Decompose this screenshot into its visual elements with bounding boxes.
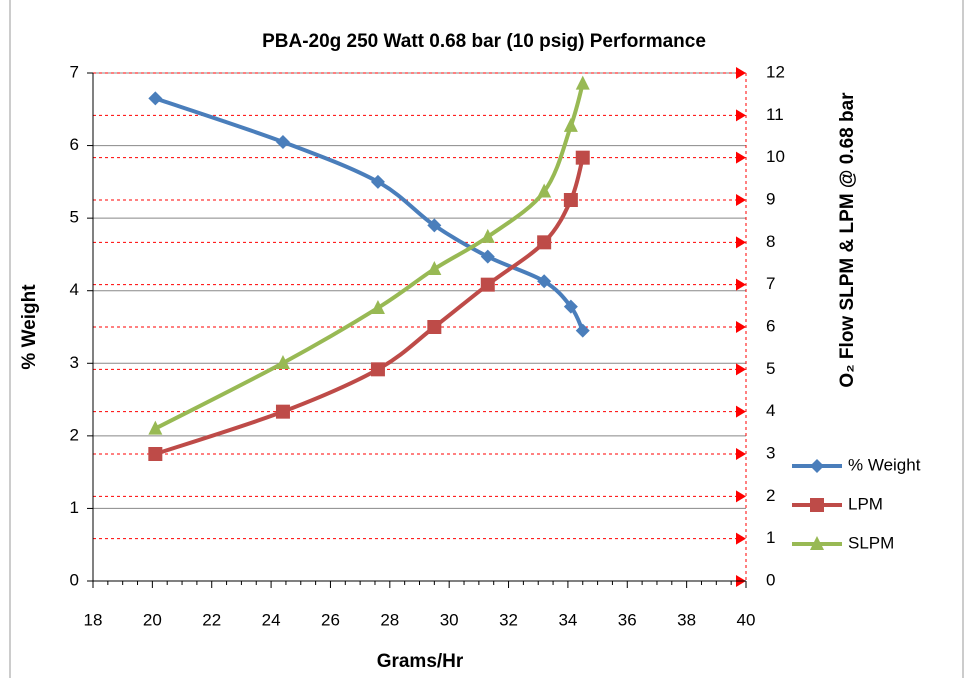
x-tick-label: 18 [84,610,103,629]
legend-marker [810,459,824,473]
x-tick-label: 34 [558,610,577,629]
y2-tick-label: 1 [766,528,775,547]
y-tick-label: 6 [70,135,79,154]
y2-tick-label: 8 [766,232,775,251]
y2-tick-label: 9 [766,189,775,208]
x-tick-label: 26 [321,610,340,629]
marker [537,274,552,289]
y2-tick-label: 3 [766,443,775,462]
y2-tick [736,109,746,122]
marker [275,354,290,369]
y2-tick [736,532,746,545]
y2-tick-label: 5 [766,359,775,378]
y2-tick-label: 6 [766,316,775,335]
marker [148,420,163,435]
y2-tick [736,363,746,376]
legend-label: SLPM [848,533,894,552]
y-tick-label: 2 [70,425,79,444]
y2-tick [736,321,746,333]
marker [427,218,442,233]
marker [275,404,290,419]
marker [148,447,163,461]
y-tick-label: 1 [70,498,79,517]
y-axis-label: % Weight [19,284,40,370]
y2-tick [736,67,746,79]
marker [370,299,385,314]
marker [480,228,495,243]
marker [563,117,578,132]
y-tick-label: 0 [70,570,79,589]
y-tick-label: 4 [70,280,79,299]
marker [563,299,578,314]
y2-tick-label: 7 [766,274,775,293]
y2-tick-label: 11 [766,105,784,124]
y2-tick [736,448,746,460]
marker [480,277,495,292]
x-tick-label: 20 [143,610,162,629]
chart-title: PBA-20g 250 Watt 0.68 bar (10 psig) Perf… [262,31,706,52]
y2-tick-label: 4 [766,401,775,420]
marker [575,323,590,338]
y2-tick-label: 2 [766,486,775,505]
y2-tick-label: 12 [766,62,785,81]
y2-tick [736,151,746,164]
marker [427,320,442,334]
marker [480,249,495,264]
x-tick-label: 30 [440,610,459,629]
y-tick-label: 5 [70,208,79,227]
y2-tick-label: 0 [766,570,775,589]
marker [575,75,590,90]
marker [275,134,290,149]
marker [563,193,578,207]
x-tick-label: 22 [202,610,221,629]
x-tick-label: 36 [618,610,637,629]
marker [427,261,442,276]
legend-label: % Weight [848,455,921,474]
y2-axis-label: O₂ Flow SLPM & LPM @ 0.68 bar [837,92,858,388]
y-tick-label: 3 [70,353,79,372]
marker [537,235,552,250]
chart-border [9,0,964,678]
x-tick-label: 24 [262,610,281,629]
x-tick-label: 28 [380,610,399,629]
legend-marker [810,498,824,512]
y2-tick [736,194,746,206]
marker [148,91,163,106]
x-tick-label: 32 [499,610,518,629]
marker [575,150,590,165]
marker [537,183,552,198]
legend-marker [810,536,824,550]
y2-tick [736,405,746,418]
marker [370,362,385,377]
y-tick-label: 7 [70,62,79,81]
x-tick-label: 40 [737,610,756,629]
y2-tick-label: 10 [766,147,785,166]
x-axis-label: Grams/Hr [377,651,464,672]
marker [370,174,385,189]
legend-label: LPM [848,494,883,513]
x-tick-label: 38 [677,610,696,629]
y2-tick [736,236,746,249]
y2-tick [736,490,746,503]
y2-tick [736,278,746,291]
